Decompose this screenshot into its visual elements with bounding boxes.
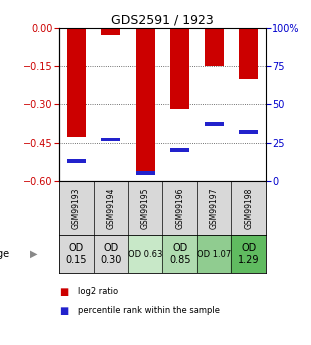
Text: GSM99194: GSM99194	[106, 187, 115, 229]
Bar	[170, 148, 189, 152]
Title: GDS2591 / 1923: GDS2591 / 1923	[111, 13, 214, 27]
Text: GSM99198: GSM99198	[244, 187, 253, 229]
Bar	[67, 28, 86, 137]
Bar	[67, 159, 86, 163]
Bar	[239, 130, 258, 134]
Bar	[128, 235, 162, 273]
Bar	[94, 235, 128, 273]
Text: ▶: ▶	[30, 249, 38, 259]
Text: OD 1.07: OD 1.07	[197, 250, 231, 259]
Text: OD 0.63: OD 0.63	[128, 250, 162, 259]
Text: GSM99195: GSM99195	[141, 187, 150, 229]
Text: OD
0.85: OD 0.85	[169, 243, 190, 265]
Bar	[170, 28, 189, 109]
Text: OD
0.30: OD 0.30	[100, 243, 122, 265]
Bar	[239, 28, 258, 79]
Bar	[162, 235, 197, 273]
Bar	[205, 28, 224, 66]
Bar	[231, 235, 266, 273]
Text: GSM99193: GSM99193	[72, 187, 81, 229]
Bar	[197, 235, 231, 273]
Text: ■: ■	[59, 306, 68, 316]
Bar	[101, 28, 120, 35]
Text: ■: ■	[59, 287, 68, 297]
Text: age: age	[0, 249, 9, 259]
Text: GSM99196: GSM99196	[175, 187, 184, 229]
Bar	[205, 122, 224, 126]
Text: log2 ratio: log2 ratio	[78, 287, 118, 296]
Bar	[136, 171, 155, 175]
Text: GSM99197: GSM99197	[210, 187, 219, 229]
Text: OD
1.29: OD 1.29	[238, 243, 259, 265]
Bar	[59, 235, 94, 273]
Bar	[136, 28, 155, 173]
Text: percentile rank within the sample: percentile rank within the sample	[78, 306, 220, 315]
Text: OD
0.15: OD 0.15	[66, 243, 87, 265]
Bar	[101, 138, 120, 141]
